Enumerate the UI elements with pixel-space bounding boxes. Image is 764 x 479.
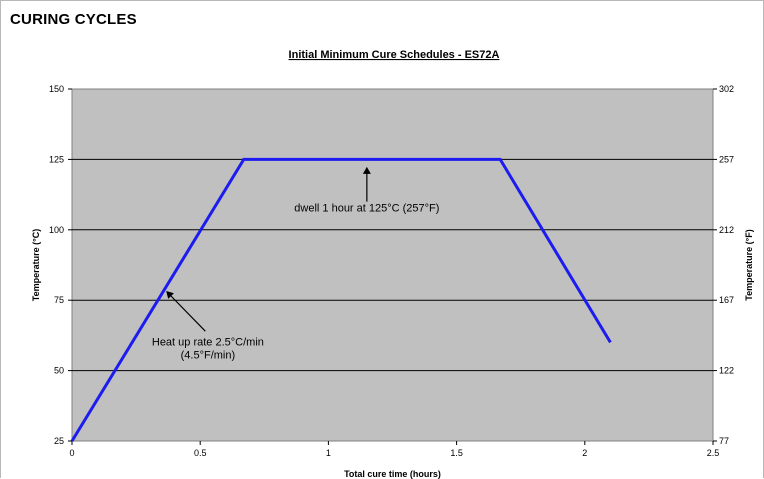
x-tick-label: 1 bbox=[326, 448, 331, 458]
annotation-text-heat: (4.5°F/min) bbox=[181, 349, 236, 361]
y-tick-label: 75 bbox=[54, 295, 64, 305]
page-heading: CURING CYCLES bbox=[10, 11, 137, 28]
y-tick-label: 150 bbox=[49, 84, 64, 94]
annotation-text-dwell: dwell 1 hour at 125°C (257°F) bbox=[294, 202, 439, 214]
y-axis-title: Temperature (°C) bbox=[31, 229, 41, 301]
y2-tick-label: 212 bbox=[719, 225, 734, 235]
y-tick-label: 100 bbox=[49, 225, 64, 235]
y2-tick-label: 77 bbox=[719, 436, 729, 446]
x-tick-label: 0.5 bbox=[194, 448, 207, 458]
x-tick-label: 2.5 bbox=[707, 448, 720, 458]
y2-tick-label: 302 bbox=[719, 84, 734, 94]
y2-axis-title: Temperature (°F) bbox=[744, 229, 754, 300]
annotation-arrow-heat bbox=[166, 291, 206, 332]
x-tick-label: 1.5 bbox=[450, 448, 463, 458]
y2-tick-label: 257 bbox=[719, 154, 734, 164]
x-tick-label: 0 bbox=[69, 448, 74, 458]
y-tick-label: 125 bbox=[49, 154, 64, 164]
x-tick-label: 2 bbox=[582, 448, 587, 458]
y-tick-label: 50 bbox=[54, 366, 64, 376]
annotation-text-heat: Heat up rate 2.5°C/min bbox=[152, 336, 264, 348]
cure-cycle-series-line bbox=[70, 157, 612, 442]
y2-tick-label: 167 bbox=[719, 295, 734, 305]
x-axis-title: Total cure time (hours) bbox=[344, 469, 441, 479]
plot-area bbox=[71, 88, 714, 442]
chart-title: Initial Minimum Cure Schedules - ES72A bbox=[289, 49, 500, 61]
y2-tick-label: 122 bbox=[719, 366, 734, 376]
y-tick-label: 25 bbox=[54, 436, 64, 446]
